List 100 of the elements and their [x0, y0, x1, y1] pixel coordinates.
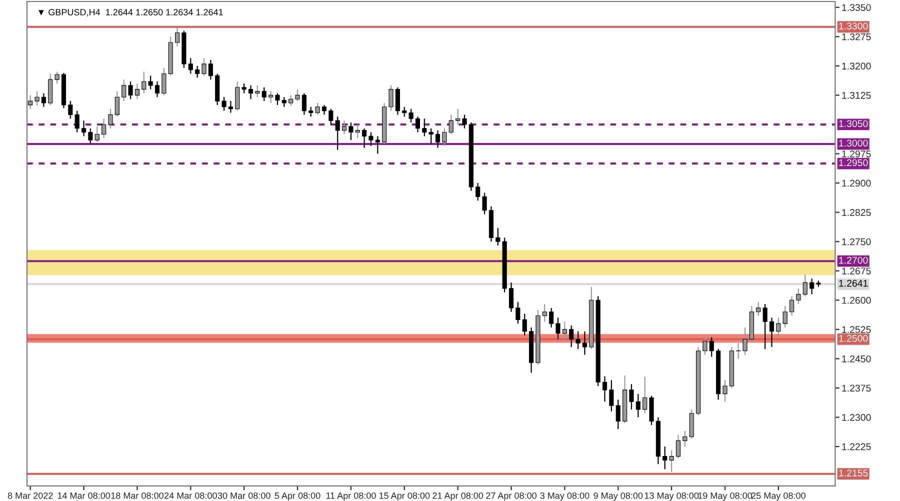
candlestick	[415, 116, 420, 133]
candlestick	[295, 88, 300, 102]
candlestick	[476, 182, 480, 202]
candlestick	[122, 79, 126, 102]
candlestick	[516, 302, 520, 324]
candlestick	[235, 80, 240, 112]
candlestick	[402, 106, 407, 118]
candlestick	[742, 326, 748, 356]
candlestick	[562, 321, 567, 342]
x-tick-label: 18 Mar 08:00	[111, 492, 164, 499]
candlestick	[576, 330, 580, 350]
ref-line-label: 1.2950	[839, 159, 868, 166]
y-tick-label: 1.2675	[842, 268, 871, 274]
y-tick-label: 1.3125	[842, 92, 871, 99]
candlestick	[242, 82, 246, 94]
text: ▼ GBPUSD,H4 1.2644 1.2650 1.2634 1.2641	[38, 9, 223, 16]
candlestick	[81, 120, 86, 137]
candlestick	[142, 71, 146, 94]
candlestick	[322, 104, 327, 116]
y-tick-label: 1.2975	[842, 150, 871, 158]
candlestick	[54, 71, 60, 84]
candlestick	[308, 106, 314, 118]
ref-line-label: 1.2155	[839, 470, 868, 476]
candlestick	[642, 376, 648, 414]
x-tick-label: 3 May 08:00	[540, 492, 590, 501]
candlestick	[208, 60, 213, 80]
candlestick	[228, 100, 234, 114]
candlestick	[128, 80, 133, 100]
candlestick	[782, 305, 788, 328]
x-tick-label: 30 Mar 08:00	[218, 492, 270, 499]
candlestick	[94, 126, 100, 143]
candlestick	[756, 302, 761, 316]
candlestick	[148, 75, 153, 90]
candlestick	[762, 303, 768, 350]
ref-line-label: 1.3300	[839, 22, 868, 30]
y-tick-label: 1.3350	[842, 4, 871, 11]
candlestick	[448, 114, 454, 135]
candlestick	[722, 380, 728, 402]
x-tick-label: 27 Apr 08:00	[486, 492, 536, 501]
candlestick	[48, 73, 53, 106]
x-tick-label: 19 May 08:00	[698, 492, 752, 501]
candlestick	[669, 450, 674, 472]
ref-line-label: 1.2700	[839, 256, 868, 264]
candlestick	[636, 393, 640, 418]
candlestick	[355, 124, 360, 139]
y-tick-label: 1.3275	[842, 33, 871, 40]
candlestick	[602, 376, 608, 402]
candlestick	[188, 58, 193, 74]
candlestick	[255, 84, 260, 98]
candlestick	[709, 336, 714, 358]
candlestick	[302, 92, 306, 116]
candlestick	[28, 94, 33, 110]
candlestick	[522, 313, 527, 336]
candlestick	[810, 278, 814, 295]
candlestick	[422, 118, 427, 137]
candlestick	[342, 120, 347, 135]
x-tick-label: 13 May 08:00	[644, 492, 699, 501]
y-tick-label: 1.2825	[842, 209, 871, 216]
y-tick-label: 1.3200	[842, 62, 871, 70]
candlestick	[408, 108, 414, 124]
candlestick	[662, 446, 668, 470]
candlestick	[649, 395, 654, 426]
candlestick	[496, 227, 500, 246]
candlestick	[348, 122, 354, 141]
candlestick	[362, 128, 367, 148]
candlestick	[275, 92, 280, 106]
candlestick	[508, 282, 514, 312]
candlestick	[41, 92, 46, 108]
candlestick	[175, 27, 180, 47]
x-tick-label: 8 Mar 2022	[8, 492, 53, 499]
candlestick	[482, 192, 487, 215]
candlestick	[462, 114, 467, 129]
candlestick	[328, 108, 334, 126]
candlestick	[68, 100, 73, 120]
candlestick	[195, 65, 200, 78]
x-tick-label: 9 May 08:00	[594, 492, 643, 501]
candlestick	[222, 96, 226, 112]
candlestick	[682, 430, 688, 448]
candlestick	[282, 96, 286, 108]
ref-line-label: 1.3050	[839, 120, 868, 128]
candlestick	[802, 274, 808, 297]
y-tick-label: 1.2450	[842, 355, 871, 362]
candlestick	[549, 307, 554, 328]
x-tick-label: 11 Apr 08:00	[326, 492, 376, 501]
y-tick-label: 1.2300	[842, 414, 871, 421]
y-tick-label: 1.2525	[842, 326, 871, 334]
candlestick	[616, 399, 620, 430]
candlestick	[288, 94, 294, 106]
x-tick-label: 21 Apr 08:00	[432, 492, 484, 501]
candlestick	[375, 136, 380, 154]
candlestick	[162, 67, 166, 96]
candlestick	[88, 128, 93, 144]
candlestick	[442, 128, 447, 146]
candlestick	[435, 130, 440, 148]
ref-line-label: 1.2641	[839, 280, 868, 287]
candlestick	[315, 102, 320, 116]
candlestick	[456, 108, 460, 126]
candlestick	[702, 336, 708, 356]
candlestick	[34, 90, 40, 106]
candlestick	[776, 317, 781, 338]
